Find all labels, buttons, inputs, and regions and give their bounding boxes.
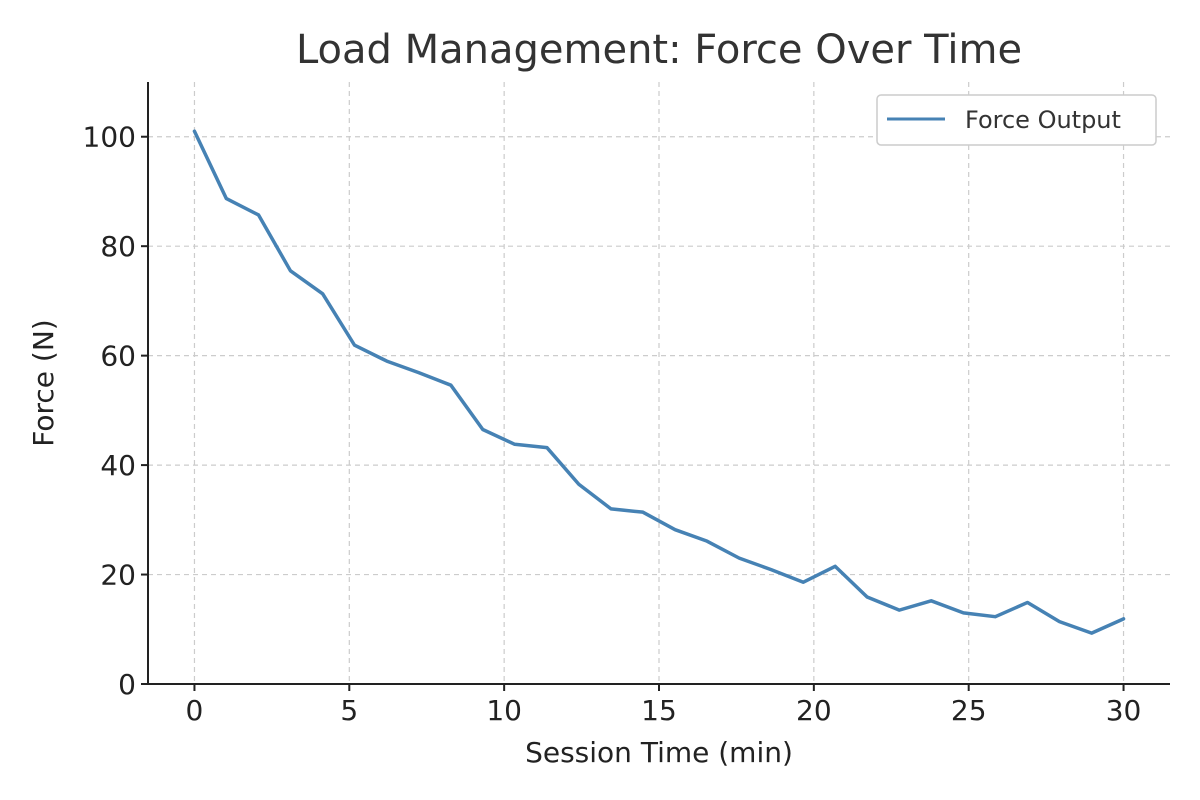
x-tick-label-0: 0 [186, 694, 204, 727]
y-tick-label-40: 40 [100, 449, 136, 482]
y-tick-label-60: 60 [100, 340, 136, 373]
ticks-layer: 0 5 10 15 20 25 30 0 20 40 60 80 100 [83, 121, 1142, 727]
x-axis-label: Session Time (min) [525, 736, 793, 769]
x-tick-label-25: 25 [951, 694, 987, 727]
y-tick-label-80: 80 [100, 230, 136, 263]
x-tick-label-15: 15 [641, 694, 677, 727]
x-tick-label-5: 5 [340, 694, 358, 727]
y-tick-label-20: 20 [100, 559, 136, 592]
chart-title: Load Management: Force Over Time [296, 27, 1022, 73]
legend: Force Output [876, 94, 1157, 146]
x-tick-label-20: 20 [796, 694, 832, 727]
y-axis-label: Force (N) [27, 319, 60, 446]
x-tick-label-10: 10 [486, 694, 522, 727]
legend-box [876, 94, 1157, 146]
x-tick-label-30: 30 [1106, 694, 1142, 727]
grid-layer [148, 82, 1170, 684]
series-layer [192, 129, 1126, 635]
series-line-force-output [192, 129, 1126, 635]
legend-label-force-output: Force Output [965, 106, 1121, 134]
y-tick-label-0: 0 [118, 668, 136, 701]
y-tick-label-100: 100 [83, 121, 136, 154]
